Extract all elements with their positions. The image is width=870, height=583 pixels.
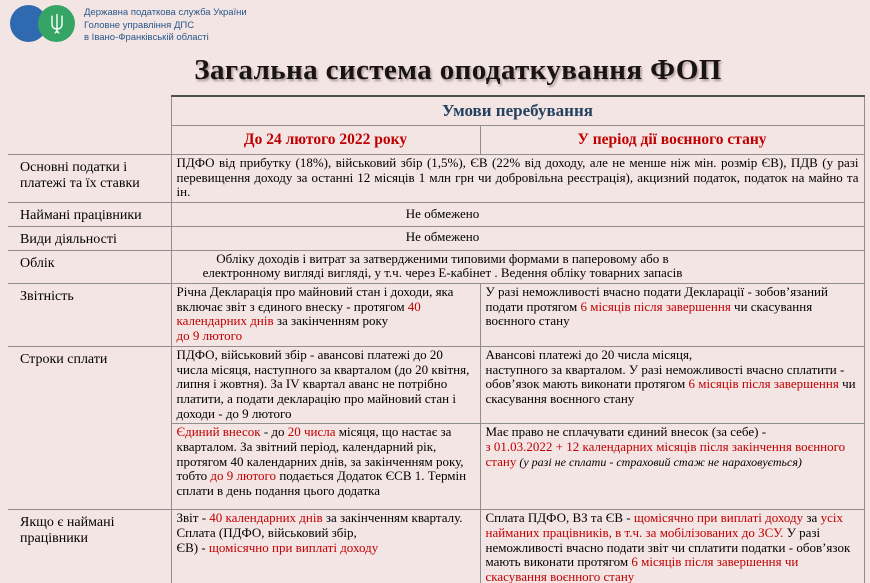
table-row: Строки сплати ПДФО, військовий збір - ав…: [8, 345, 865, 511]
row-label-hired-employees: Якщо є наймані працівники: [8, 509, 172, 583]
row-label-taxes: Основні податки і платежі та їх ставки: [8, 153, 172, 204]
table-main-header: Умови перебування: [170, 95, 865, 126]
org-line-3: в Івано-Франківській області: [84, 32, 209, 44]
cell-employees: Не обмежено: [170, 202, 865, 227]
cell-payment-single-contribution-before: Єдиний внесок - до 20 числа місяця, що н…: [170, 423, 481, 511]
cell-reporting-martial: У разі неможливості вчасно подати Деклар…: [479, 283, 865, 347]
row-label-activities: Види діяльності: [8, 225, 172, 251]
cell-payment-advance-before: ПДФО, військовий збір - авансові платежі…: [170, 345, 481, 425]
page-title: Загальна система оподаткування ФОП: [194, 54, 722, 86]
cell-hired-before: Звіт - 40 календарних днів за закінчення…: [170, 509, 481, 583]
table-row: Основні податки і платежі та їх ставки П…: [8, 153, 865, 204]
cell-hired-martial: Сплата ПДФО, ВЗ та ЄВ - щомісячно при ви…: [479, 509, 865, 583]
table-row: Облік Обліку доходів і витрат за затверд…: [8, 249, 865, 285]
cell-reporting-before: Річна Декларація про майновий стан і дох…: [170, 283, 481, 347]
org-line-2: Головне управління ДПС: [84, 19, 195, 31]
table-row: Види діяльності Не обмежено: [8, 225, 865, 251]
logo-green-circle-icon: [38, 5, 75, 42]
masthead: Державна податкова служба України Головн…: [0, 0, 870, 50]
organization-name: Державна податкова служба України Головн…: [84, 4, 247, 45]
cell-accounting: Обліку доходів і витрат за затвердженими…: [170, 249, 865, 285]
cell-activities: Не обмежено: [170, 225, 865, 251]
table-row: Звітність Річна Декларація про майновий …: [8, 283, 865, 347]
table-header-row: Умови перебування: [8, 95, 865, 126]
dps-logo: [10, 4, 78, 44]
cell-payment-single-contribution-martial: Має право не сплачувати єдиний внесок (з…: [479, 423, 865, 511]
cell-payment-advance-martial: Авансові платежі до 20 числа місяця, наст…: [479, 345, 865, 425]
row-label-reporting: Звітність: [8, 283, 172, 347]
table-row: Наймані працівники Не обмежено: [8, 202, 865, 227]
column-header-before-war: До 24 лютого 2022 року: [170, 125, 481, 155]
table-row: Єдиний внесок - до 20 числа місяця, що н…: [8, 423, 865, 511]
trident-icon: [50, 13, 63, 34]
row-label-accounting: Облік: [8, 249, 172, 285]
org-line-1: Державна податкова служба України: [84, 7, 247, 18]
column-header-martial-law: У період дії воєнного стану: [479, 125, 865, 155]
row-label-payment-terms: Строки сплати: [8, 345, 172, 511]
column-header-row: До 24 лютого 2022 року У період дії воєн…: [8, 125, 865, 155]
cell-taxes: ПДФО від прибутку (18%), військовий збір…: [170, 153, 865, 204]
row-label-employees: Наймані працівники: [8, 202, 172, 227]
table-row: Якщо є наймані працівники Звіт - 40 кале…: [8, 509, 865, 583]
header-spacer: [8, 96, 171, 126]
tax-comparison-table: Умови перебування До 24 лютого 2022 року…: [8, 95, 865, 583]
header-spacer: [8, 126, 171, 155]
